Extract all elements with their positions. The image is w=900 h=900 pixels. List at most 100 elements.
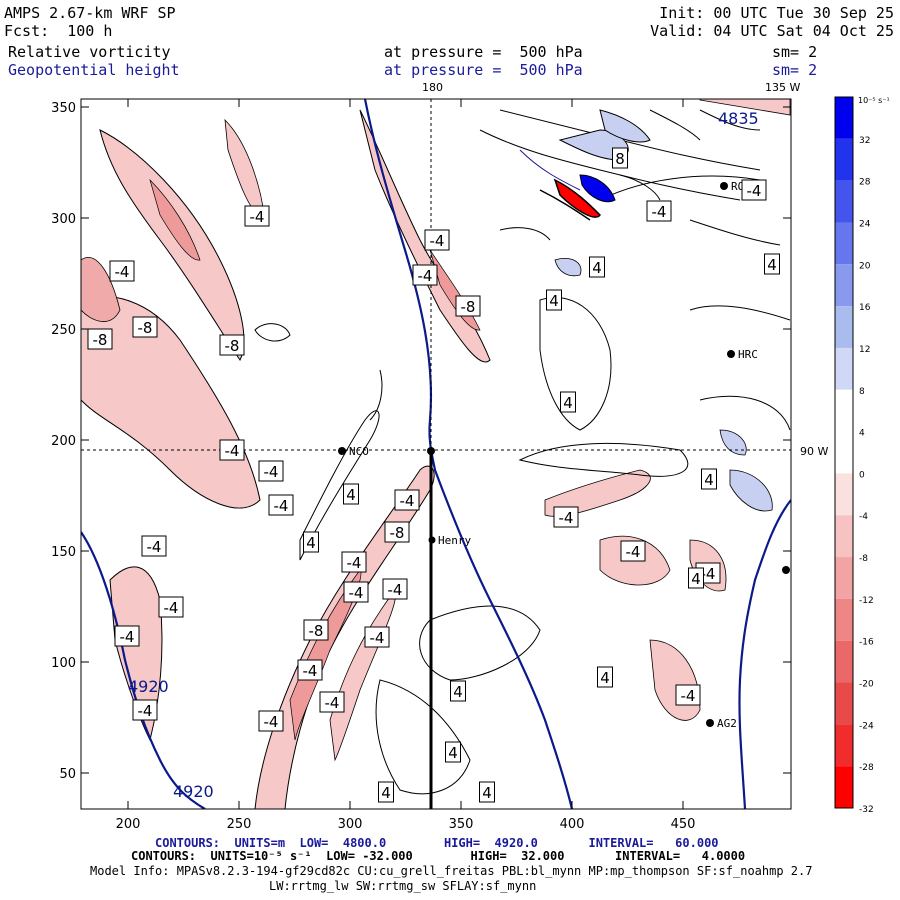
vort-label-box — [424, 229, 450, 251]
axes: 200 250 300 350 400 450 350 300 250 200 150 100 50 — [51, 99, 791, 832]
vort-label: 4 — [453, 683, 463, 701]
footer-contours-height: CONTOURS: UNITS=m LOW= 4800.0 HIGH= 4920… — [155, 836, 719, 850]
vort-label: 4 — [767, 256, 777, 274]
pressure2-label: at pressure = 500 hPa — [384, 61, 583, 79]
x-tick-label: 200 — [116, 817, 141, 832]
vort-label-box — [303, 531, 319, 553]
vort-label: -4 — [349, 584, 364, 602]
vort-label-box — [620, 540, 646, 562]
vort-label: -4 — [652, 203, 667, 221]
colorbar-swatch — [835, 138, 853, 181]
stations: NCO Henry HRC AG2 ROS4 — [338, 180, 790, 730]
vort-label-box — [87, 328, 113, 350]
vort-label: -4 — [747, 182, 762, 200]
vort-label-box — [132, 699, 158, 721]
smooth2-label: sm= 2 — [772, 61, 818, 79]
vort-label: -4 — [559, 509, 574, 527]
y-tick-label: 300 — [51, 212, 76, 227]
vort-label-box — [553, 506, 579, 528]
vort-label-box — [343, 483, 359, 505]
vort-label-box — [589, 256, 605, 278]
colorbar-swatch — [835, 724, 853, 767]
vort-label-box — [764, 253, 780, 275]
station-dot-ag2 — [706, 719, 714, 727]
colorbar-swatch — [835, 389, 853, 432]
vort-label-box — [219, 334, 245, 356]
vort-label: -4 — [400, 492, 415, 510]
vort-label: -8 — [93, 331, 108, 349]
vort-label-box — [560, 391, 576, 413]
vort-label-box — [297, 659, 323, 681]
height-label-4835: 4835 — [718, 109, 759, 128]
plot-frame — [80, 98, 792, 810]
vort-label: 4 — [448, 744, 458, 762]
vort-label: -4 — [325, 694, 340, 712]
colorbar-level: -24 — [859, 721, 874, 731]
y-tick-label: 150 — [51, 545, 76, 560]
colorbar-level: 16 — [859, 303, 871, 313]
x-tick-label: 400 — [560, 817, 585, 832]
positive-vorticity-fill — [554, 258, 773, 512]
station-dot-edge — [782, 566, 790, 574]
fcst-label: Fcst: — [4, 22, 50, 40]
vort-label-box — [546, 289, 562, 311]
footer-contours-vort: CONTOURS: UNITS=10⁻⁵ s⁻¹ LOW= -32.000 HI… — [131, 849, 746, 863]
vort-label-box — [382, 578, 408, 600]
vort-label-box — [445, 741, 461, 763]
vort-label: -4 — [370, 629, 385, 647]
vort-label: -4 — [264, 713, 279, 731]
y-tick-label: 250 — [51, 323, 76, 338]
vort-label: -4 — [164, 599, 179, 617]
x-tick-label: 300 — [338, 817, 363, 832]
vort-label-box — [412, 264, 438, 286]
vort-label: -8 — [309, 622, 324, 640]
vort-label: 4 — [482, 784, 492, 802]
height-label-4920-b: 4920 — [173, 782, 214, 801]
vort-label-box — [479, 781, 495, 803]
vort-label-box — [132, 316, 158, 338]
vort-label-box — [258, 460, 284, 482]
colorbar-level: -32 — [859, 805, 874, 815]
model-title: AMPS 2.67-km WRF SP — [4, 4, 176, 22]
station-dot-ros4 — [720, 182, 728, 190]
colorbar-swatch — [835, 222, 853, 265]
vort-label-box — [258, 710, 284, 732]
vort-label: 4 — [704, 471, 714, 489]
vort-label: 4 — [600, 669, 610, 687]
colorbar-frame — [834, 96, 854, 809]
colorbar-swatch — [835, 682, 853, 725]
colorbar-swatch — [835, 766, 853, 808]
footer-radiation: LW:rrtmg_lw SW:rrtmg_sw SFLAY:sf_mynn — [269, 879, 537, 893]
init-time: Init: 00 UTC Tue 30 Sep 25 — [659, 4, 894, 22]
colorbar-level: 32 — [859, 136, 870, 146]
forecast-hour: Fcst: 100 h — [4, 22, 112, 40]
x-tick-label: 350 — [449, 817, 474, 832]
vort-label: 4 — [563, 394, 573, 412]
field2-label: Geopotential height — [8, 61, 180, 79]
plot-area: 4920 4920 4835 NCO Henry HRC AG2 ROS4 -4… — [81, 99, 791, 809]
height-label-4920-a: 4920 — [128, 677, 169, 696]
colorbar-level: 20 — [859, 261, 871, 271]
colorbar-level: 24 — [859, 219, 871, 229]
vort-label: -8 — [390, 524, 405, 542]
vort-label-box — [455, 295, 481, 317]
smooth1-label: sm= 2 — [772, 43, 818, 61]
x-tick-label: 250 — [227, 817, 252, 832]
colorbar-swatch — [835, 598, 853, 641]
station-henry: Henry — [438, 534, 471, 547]
y-tick-label: 50 — [59, 767, 76, 782]
vort-label-box — [244, 205, 270, 227]
negative-vorticity-fill — [81, 99, 791, 809]
vort-label-box — [319, 691, 345, 713]
colorbar-swatch — [835, 347, 853, 390]
vort-label: 4 — [346, 486, 356, 504]
vort-label-box — [394, 489, 420, 511]
vort-label: -4 — [681, 687, 696, 705]
station-hrc: HRC — [738, 348, 758, 361]
vort-label-box — [384, 521, 410, 543]
station-dot-pole — [427, 447, 435, 455]
colorbar-swatch — [835, 640, 853, 683]
station-dot-nco — [338, 447, 346, 455]
station-nco: NCO — [349, 445, 369, 458]
